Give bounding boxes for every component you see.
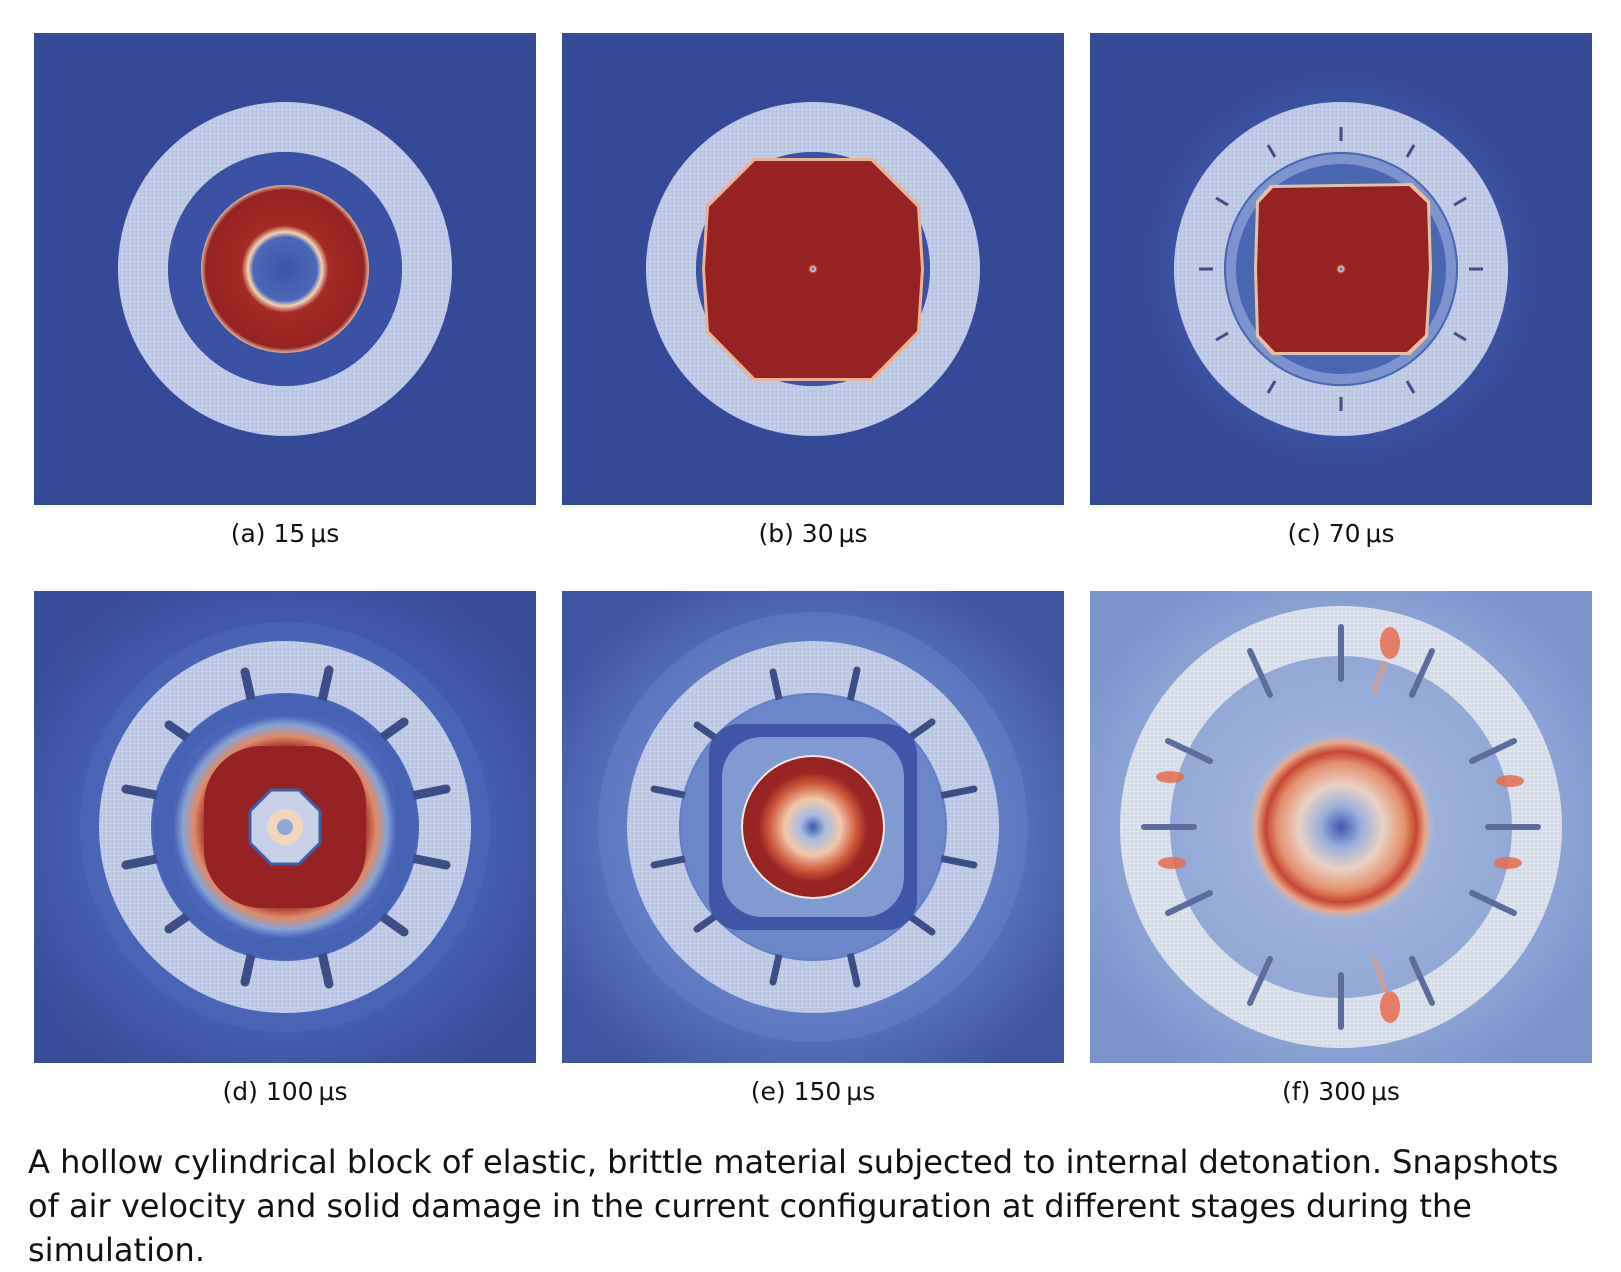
detonation-gas: [743, 757, 883, 897]
panel-f-image: [1090, 591, 1592, 1063]
subfigure-label-f: (f) 300 μs: [1282, 1077, 1400, 1106]
gas-jets: [1156, 627, 1524, 1023]
panel-e: [562, 591, 1064, 1063]
crack-seeds: [1199, 127, 1483, 411]
solid-ring: [627, 641, 999, 1013]
subfigure-label-d: (d) 100 μs: [222, 1077, 348, 1106]
panel-c: [1090, 33, 1592, 505]
panel-e-image: [562, 591, 1064, 1063]
figure-caption: A hollow cylindrical block of elastic, b…: [28, 1143, 1559, 1269]
panel-a: [34, 33, 536, 505]
solid-ring: [646, 102, 980, 436]
subfigure-label-a: (a) 15 μs: [230, 519, 340, 548]
solid-ring: [118, 102, 452, 436]
panel-d-image: [34, 591, 536, 1063]
subfigure-label-c: (c) 70 μs: [1287, 519, 1395, 548]
panel-b: [562, 33, 1064, 505]
subfigure-label-b: (b) 30 μs: [758, 519, 868, 548]
shock-front: [201, 185, 369, 353]
subfigure-label-e: (e) 150 μs: [750, 1077, 876, 1106]
panel-c-image: [1090, 33, 1592, 505]
solid-ring: [99, 641, 471, 1013]
panel-a-image: [34, 33, 536, 505]
detonation-gas: [1247, 733, 1435, 921]
panel-b-image: [562, 33, 1064, 505]
panel-d: [34, 591, 536, 1063]
panel-f: [1090, 591, 1592, 1063]
radial-cracks: [1141, 624, 1541, 1030]
